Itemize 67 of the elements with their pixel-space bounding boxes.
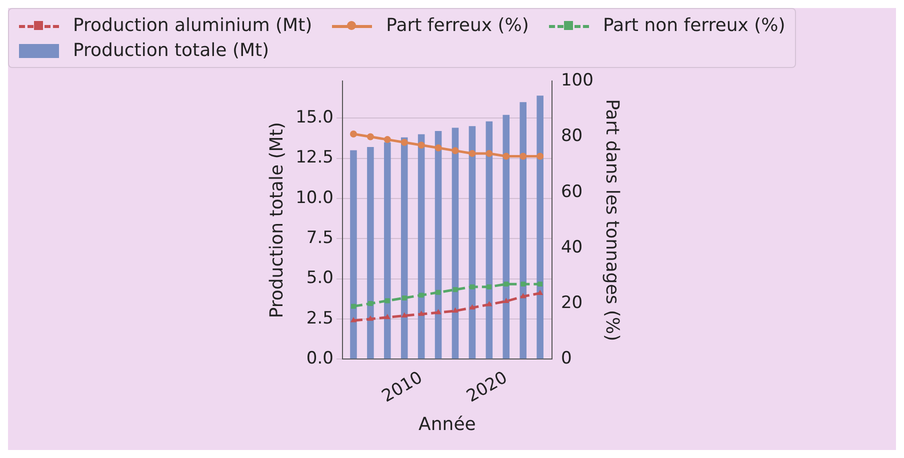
legend-label: Production totale (Mt) — [73, 40, 270, 61]
bar — [536, 96, 544, 359]
y2-tick-label: 20 — [560, 292, 583, 313]
bar — [468, 126, 476, 359]
bar — [367, 147, 374, 359]
y-tick-label: 15.0 — [296, 108, 334, 128]
point — [350, 317, 357, 322]
point — [350, 130, 357, 138]
y-tick-label: 0.0 — [306, 348, 334, 369]
y2-tick-label: 0 — [560, 348, 572, 369]
point — [538, 282, 543, 287]
y-tick-label: 5.0 — [306, 268, 334, 288]
point — [537, 290, 544, 295]
point — [367, 315, 374, 321]
y-axis-title: Production totale (Mt) — [266, 122, 288, 318]
y-tick-label: 12.5 — [296, 148, 334, 168]
point — [400, 138, 408, 146]
point — [486, 300, 492, 306]
bar — [418, 134, 425, 359]
point — [351, 304, 356, 309]
point — [384, 314, 390, 320]
y2-tick-label: 80 — [560, 126, 583, 146]
bar — [486, 121, 493, 359]
bar — [452, 128, 459, 359]
point — [435, 309, 442, 314]
y2-tick-label: 60 — [560, 182, 583, 202]
point — [418, 142, 425, 149]
point — [470, 284, 475, 290]
y2-tick-label: 100 — [560, 70, 594, 91]
point — [452, 307, 458, 313]
y-tick-label: 10.0 — [296, 188, 334, 208]
point — [469, 304, 476, 310]
y2-tick-label: 40 — [560, 237, 583, 258]
point — [418, 310, 424, 316]
point — [502, 152, 510, 160]
y2-axis-title: Part dans les tonnages (%) — [602, 99, 623, 342]
point — [536, 152, 544, 160]
point — [368, 301, 373, 306]
point — [402, 295, 407, 300]
y-tick-label: 7.5 — [306, 228, 334, 248]
point — [452, 147, 459, 154]
legend-label: Part non ferreux (%) — [602, 15, 786, 36]
point — [468, 150, 476, 157]
point — [520, 282, 526, 287]
point — [504, 282, 509, 287]
bar — [350, 150, 357, 359]
point — [520, 292, 526, 298]
point — [401, 312, 408, 318]
x-axis-title: Année — [418, 414, 476, 435]
point — [486, 284, 492, 290]
y-tick-label: 2.5 — [306, 308, 334, 328]
point — [418, 292, 424, 298]
bar — [502, 114, 510, 359]
point — [434, 144, 442, 152]
legend-label: Part ferreux (%) — [386, 15, 529, 36]
point — [520, 152, 527, 160]
point — [452, 287, 458, 292]
point — [384, 298, 390, 304]
bar — [384, 142, 391, 359]
bar — [434, 131, 442, 359]
bar — [520, 102, 527, 359]
legend-label: Production aluminium (Mt) — [73, 15, 312, 36]
point — [486, 150, 493, 157]
point — [436, 290, 441, 295]
bar — [400, 137, 408, 359]
point — [384, 136, 391, 144]
point — [366, 133, 374, 140]
